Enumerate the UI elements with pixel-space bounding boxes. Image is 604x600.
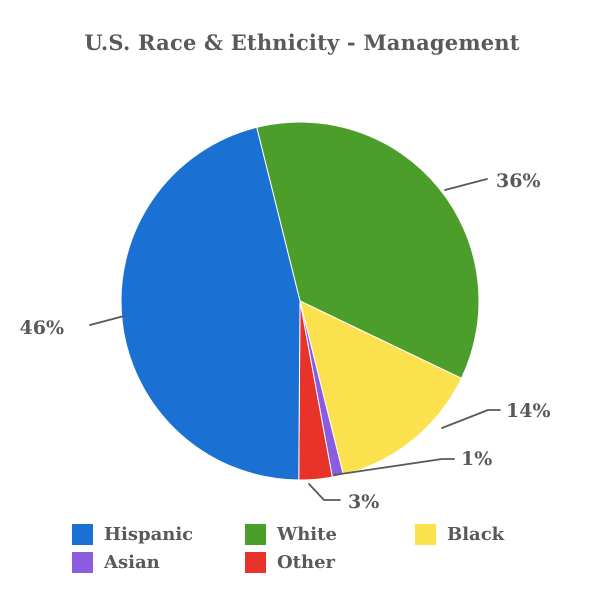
pct-label-hispanic: 46% — [20, 317, 65, 339]
legend-item-black: Black — [415, 524, 504, 545]
legend-label-white: White — [277, 524, 337, 545]
pie-slices — [120, 121, 480, 481]
pct-label-asian: 1% — [461, 448, 492, 470]
chart-title: U.S. Race & Ethnicity - Management — [84, 30, 520, 55]
leader-line-black — [441, 409, 501, 429]
pct-label-other: 3% — [348, 491, 379, 513]
pie-slice-white — [256, 121, 480, 380]
legend-item-asian: Asian — [72, 552, 245, 573]
legend-label-black: Black — [447, 524, 505, 545]
leader-line-asian — [333, 458, 455, 476]
legend-label-asian: Asian — [104, 552, 160, 573]
pct-label-black: 14% — [506, 400, 551, 422]
legend-item-other: Other — [245, 552, 415, 573]
legend-swatch-hispanic — [72, 524, 93, 545]
legend-swatch-other — [245, 552, 266, 573]
legend-swatch-asian — [72, 552, 93, 573]
legend: Hispanic White Black Asian Other — [72, 524, 504, 573]
legend-swatch-black — [415, 524, 436, 545]
legend-label-hispanic: Hispanic — [104, 524, 194, 545]
pct-label-white: 36% — [496, 170, 541, 192]
legend-item-hispanic: Hispanic — [72, 524, 245, 545]
legend-swatch-white — [245, 524, 266, 545]
pie-slice-hispanic — [120, 126, 301, 481]
legend-item-white: White — [245, 524, 415, 545]
leader-line-white — [444, 178, 488, 191]
leader-line-hispanic — [89, 315, 125, 326]
leader-line-other — [308, 483, 341, 501]
legend-label-other: Other — [277, 552, 336, 573]
